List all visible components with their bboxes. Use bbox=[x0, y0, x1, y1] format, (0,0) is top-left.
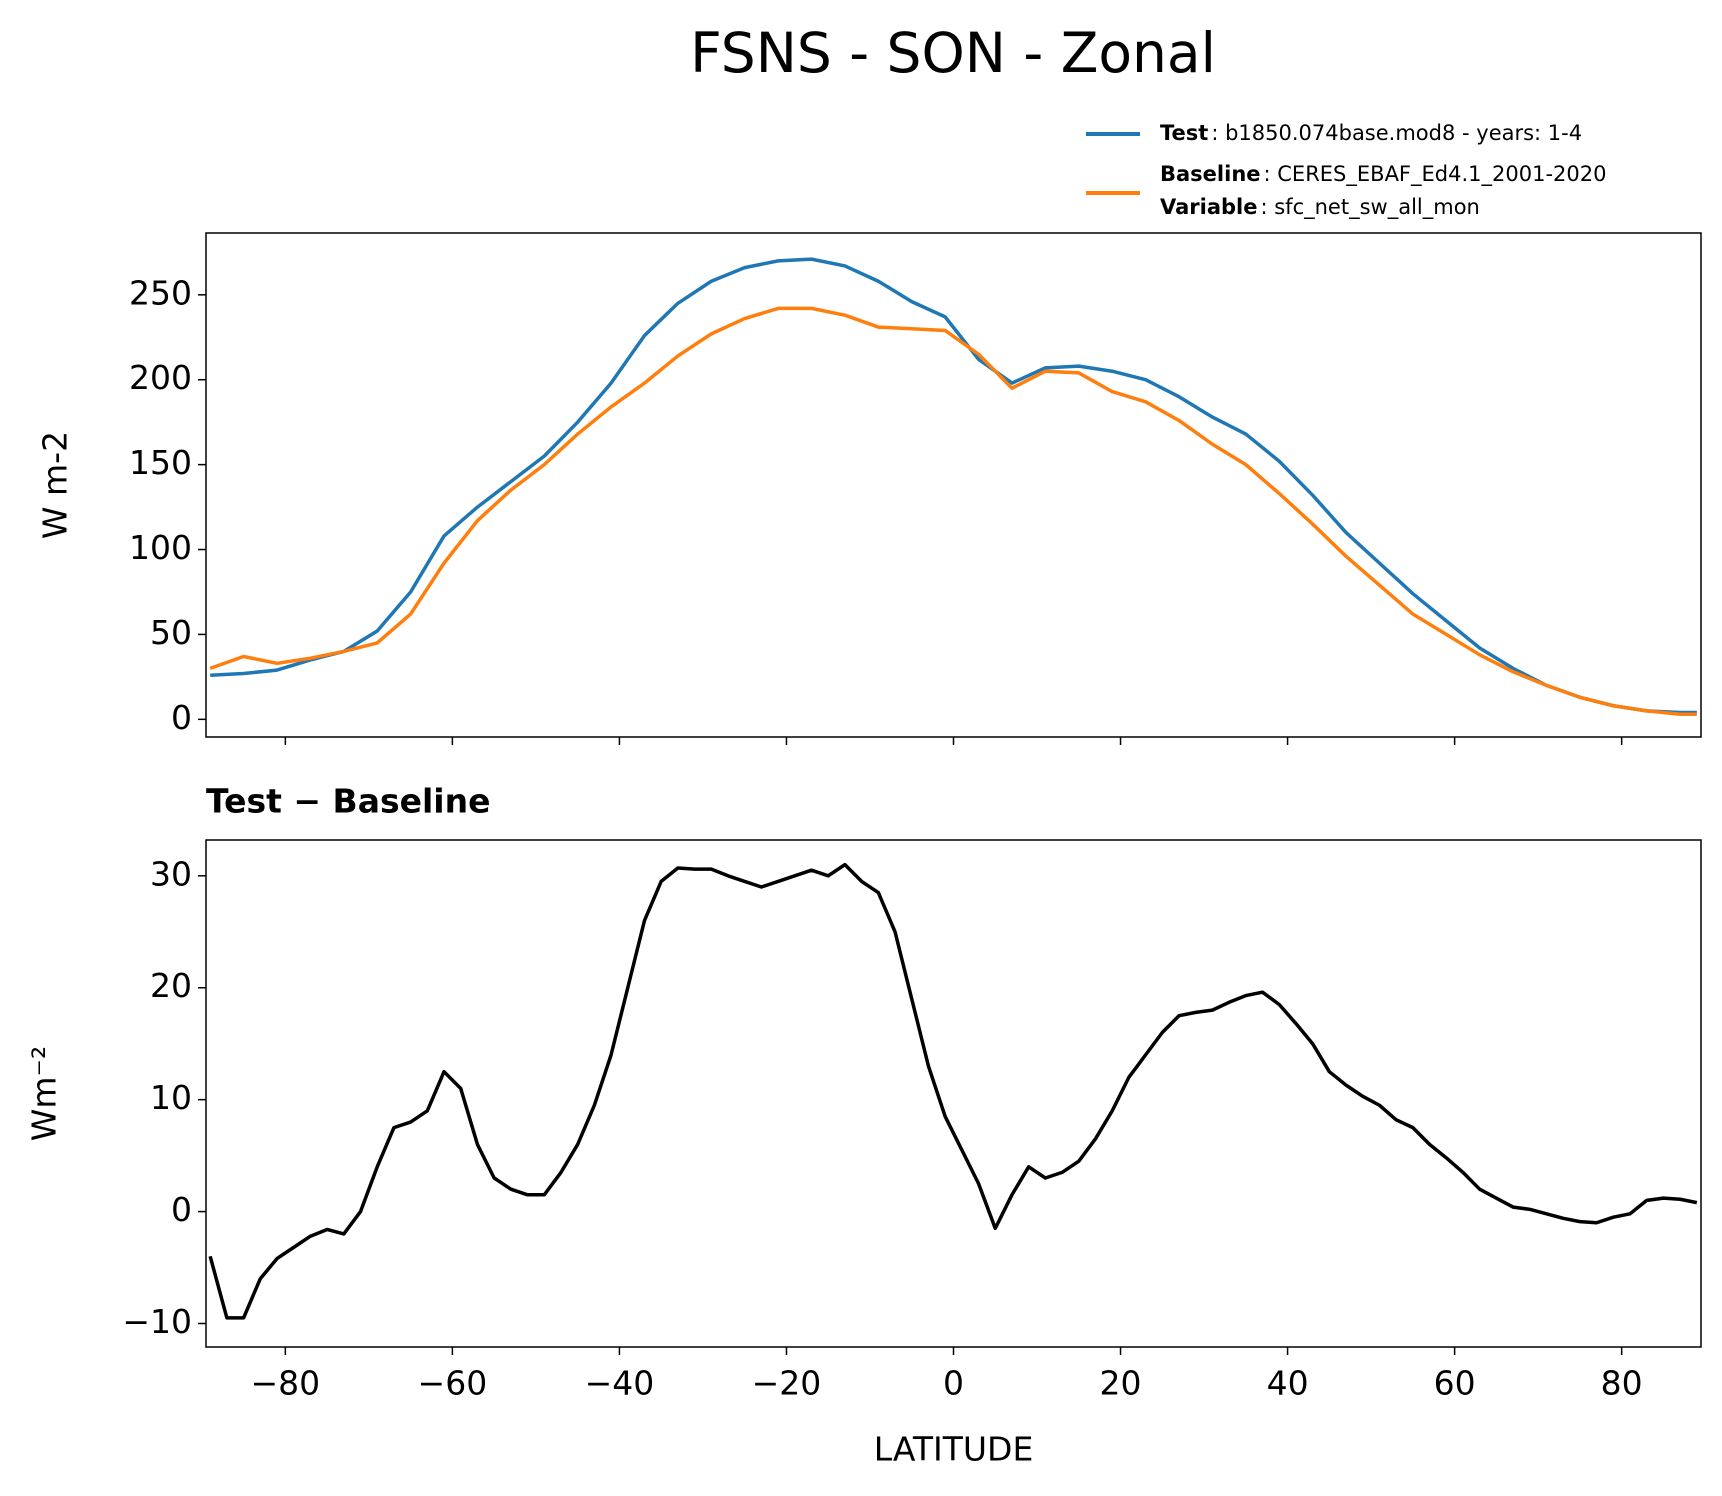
data-line bbox=[208, 862, 1698, 1320]
x-tick-label: 0 bbox=[943, 1364, 964, 1403]
y-tick-label: 200 bbox=[129, 358, 192, 397]
x-axis-label: LATITUDE bbox=[874, 1430, 1034, 1469]
y-tick-label: 150 bbox=[129, 443, 192, 482]
y-tick-label: 30 bbox=[150, 854, 192, 893]
legend-name: Baseline bbox=[1160, 162, 1261, 186]
y-tick-label: 0 bbox=[171, 698, 192, 737]
y-tick-label: 50 bbox=[150, 613, 192, 652]
legend-entry: Test: b1850.074base.mod8 - years: 1-4 bbox=[1160, 121, 1582, 145]
x-tick-label: 60 bbox=[1434, 1364, 1476, 1403]
x-tick-label: 40 bbox=[1267, 1364, 1309, 1403]
x-tick-label: −60 bbox=[418, 1364, 488, 1403]
y-tick-label: 250 bbox=[129, 273, 192, 312]
axes-frame bbox=[205, 232, 1702, 738]
legend-note-name: Variable bbox=[1160, 195, 1257, 219]
axes-frame bbox=[205, 839, 1702, 1348]
x-tick-label: 20 bbox=[1100, 1364, 1142, 1403]
legend-entry: Baseline: CERES_EBAF_Ed4.1_2001-2020 bbox=[1160, 162, 1606, 187]
y-axis-label: W m-2 bbox=[36, 431, 75, 539]
y-tick-label: −10 bbox=[122, 1302, 192, 1341]
x-tick-label: −40 bbox=[585, 1364, 655, 1403]
y-tick-label: 20 bbox=[150, 966, 192, 1005]
figure-title: FSNS - SON - Zonal bbox=[690, 21, 1216, 85]
y-tick-label: 100 bbox=[129, 528, 192, 567]
y-tick-label: 0 bbox=[171, 1190, 192, 1229]
data-line bbox=[209, 306, 1697, 716]
x-tick-label: −80 bbox=[251, 1364, 321, 1403]
x-tick-label: −20 bbox=[752, 1364, 822, 1403]
data-line bbox=[210, 257, 1697, 715]
subplot-title: Test − Baseline bbox=[206, 782, 491, 821]
legend-label: : CERES_EBAF_Ed4.1_2001-2020 bbox=[1264, 162, 1607, 187]
y-axis-label: Wm⁻² bbox=[25, 1046, 64, 1141]
y-tick-label: 10 bbox=[150, 1078, 192, 1117]
legend-note-label: : sfc_net_sw_all_mon bbox=[1260, 195, 1479, 220]
x-tick-label: 80 bbox=[1601, 1364, 1643, 1403]
legend-label: : b1850.074base.mod8 - years: 1-4 bbox=[1211, 121, 1582, 145]
legend-note: Variable: sfc_net_sw_all_mon bbox=[1160, 195, 1480, 220]
legend-name: Test bbox=[1160, 121, 1208, 145]
